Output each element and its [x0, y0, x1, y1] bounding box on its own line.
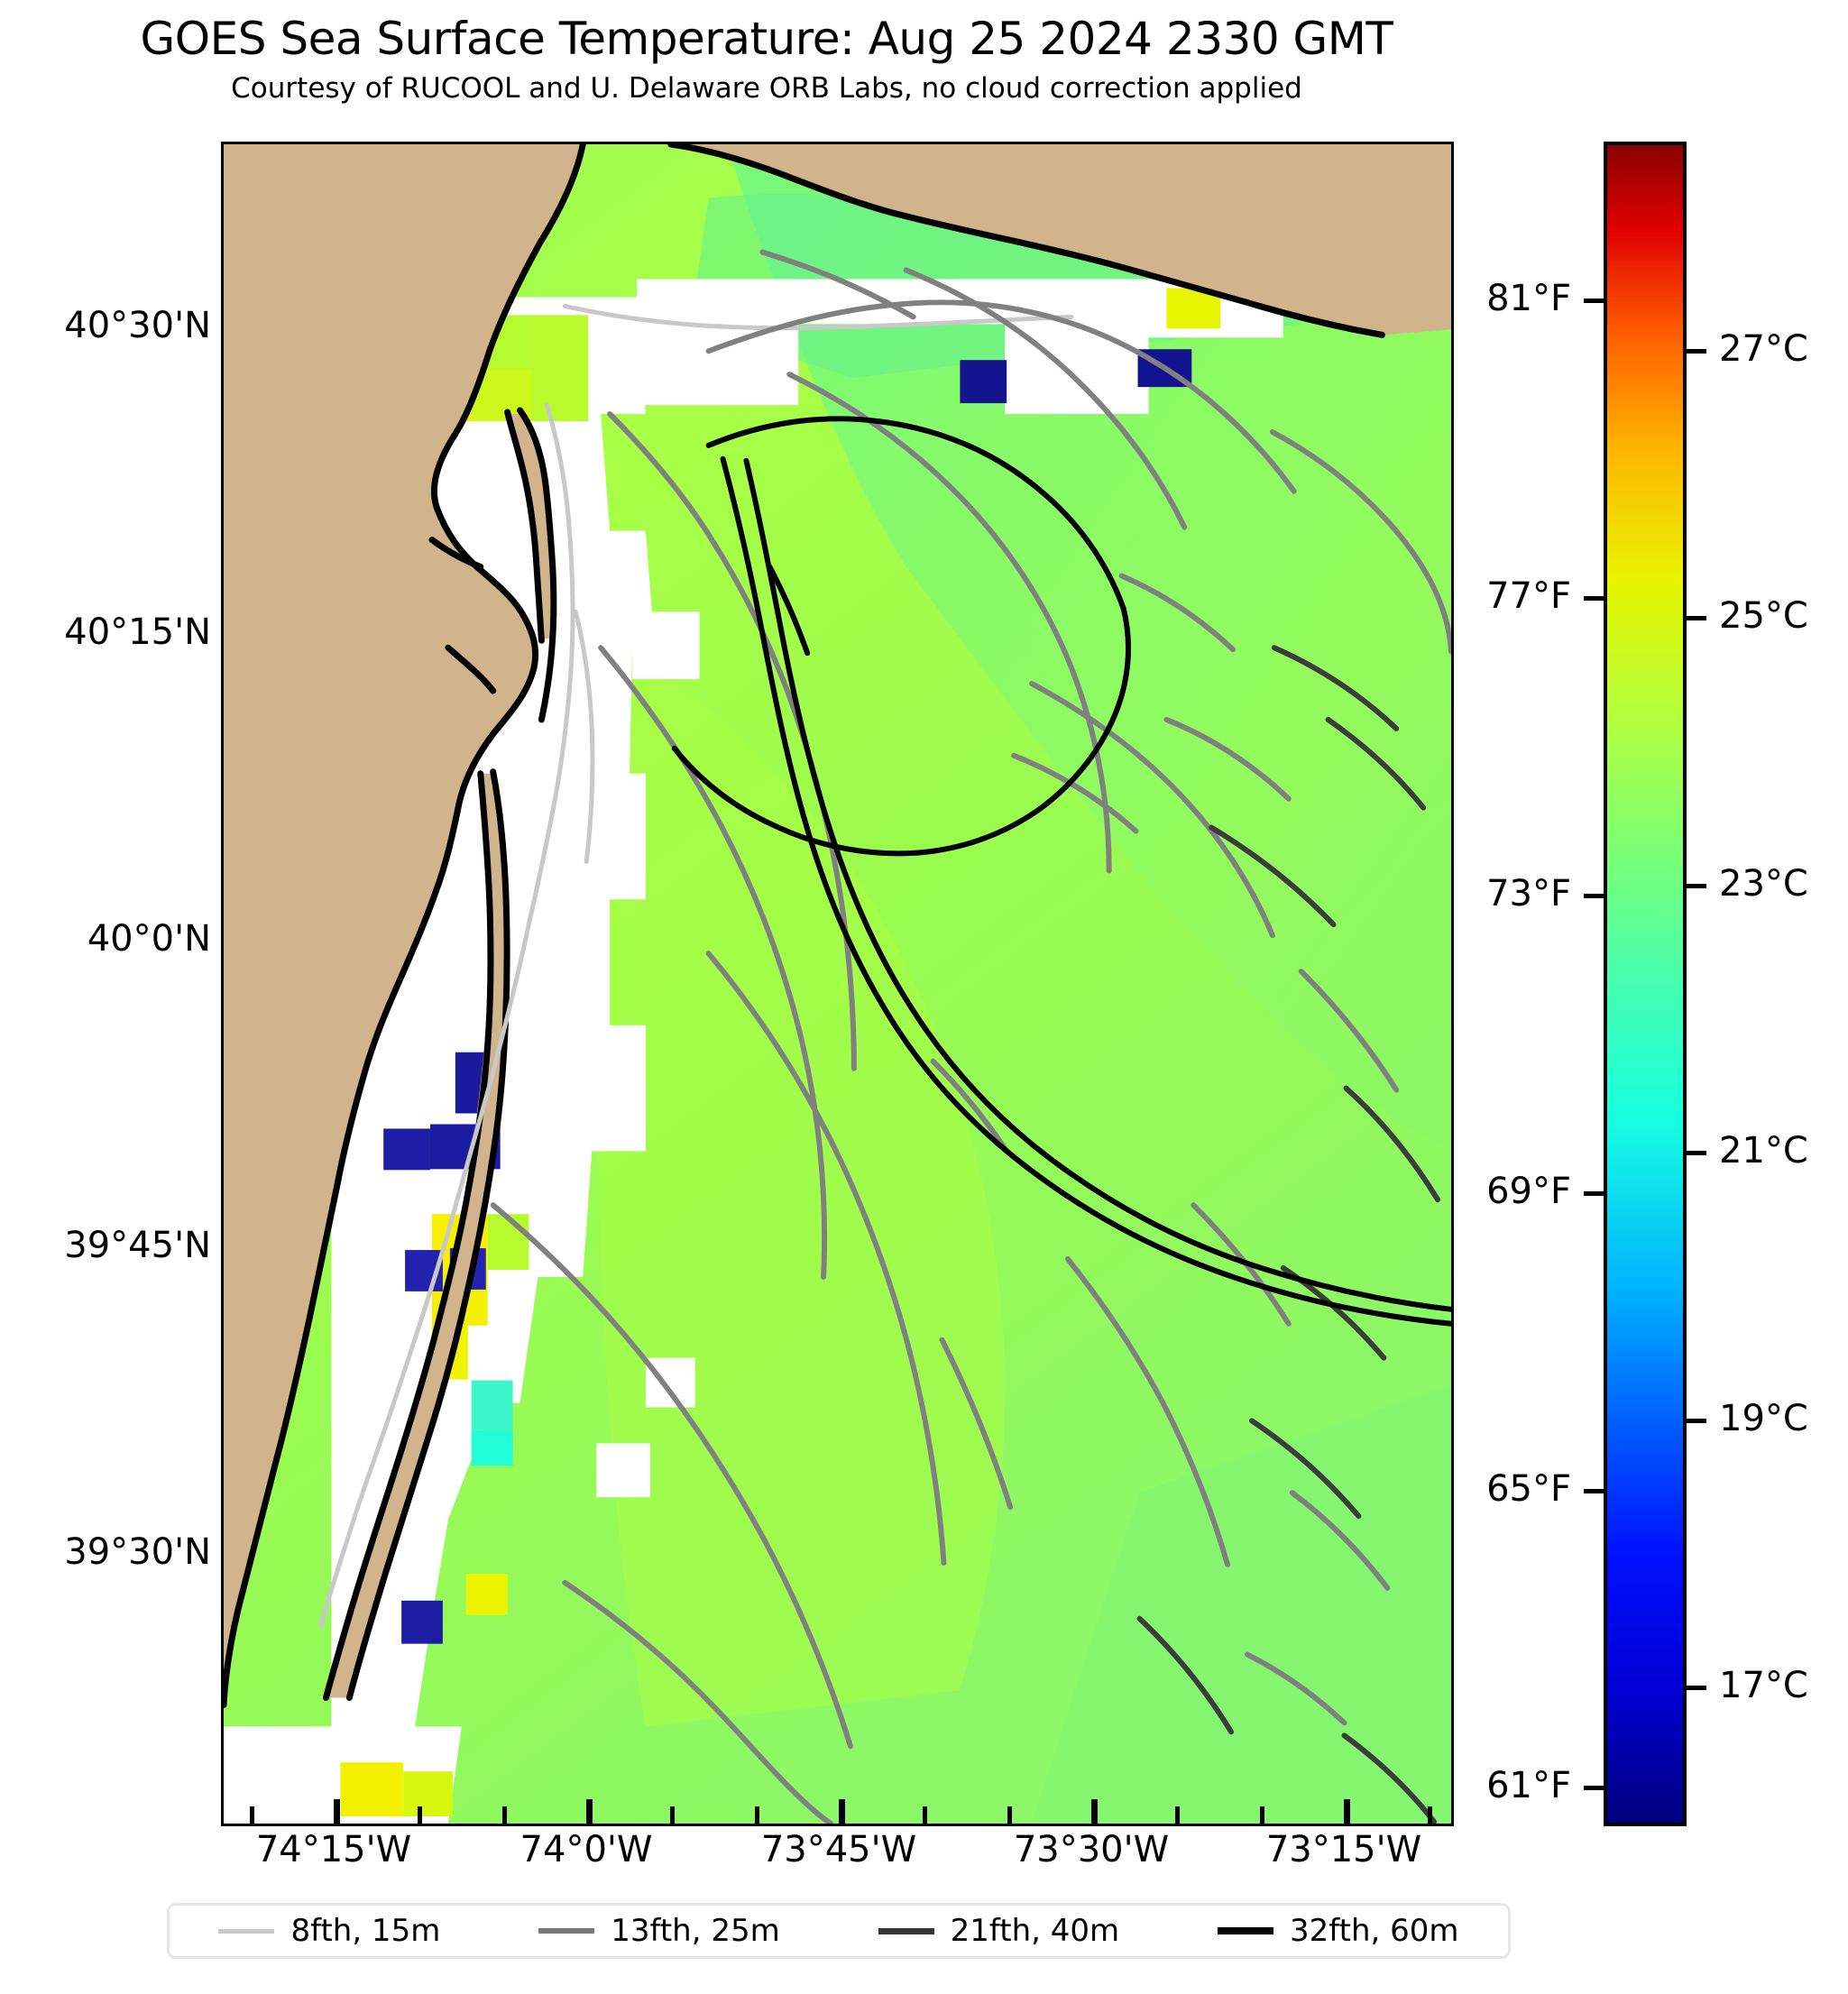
chart-title-block: GOES Sea Surface Temperature: Aug 25 202… [0, 0, 1533, 105]
legend-swatch-32fth [1218, 1927, 1274, 1934]
colorbar-tick-61F [1584, 1786, 1604, 1790]
x-axis-label-74-0-W: 74°0'W [519, 1829, 653, 1870]
x-tick-bottom-minor [502, 1806, 507, 1824]
y-tick-minor [221, 1094, 222, 1098]
y-tick-major [221, 1247, 222, 1254]
colorbar-label-19C: 19°C [1719, 1398, 1808, 1439]
legend-swatch-13fth [538, 1928, 595, 1934]
colorbar-label-27C: 27°C [1719, 328, 1808, 370]
x-tick-bottom-minor [418, 1806, 422, 1824]
colorbar-tick-81F [1584, 299, 1604, 303]
colorbar-tick-21C [1687, 1151, 1706, 1155]
colorbar-label-25C: 25°C [1719, 595, 1808, 637]
legend-swatch-8fth [218, 1928, 275, 1934]
colorbar-label-61F: 61°F [1486, 1765, 1571, 1806]
colorbar-label-21C: 21°C [1719, 1130, 1808, 1172]
colorbar-tick-19C [1687, 1419, 1706, 1423]
temperature-colorbar[interactable]: 27°C 25°C 23°C 21°C 19°C 17°C 81°F 77°F … [1486, 142, 1808, 1826]
legend-label-8fth: 8fth, 15m [290, 1913, 441, 1949]
colorbar-label-77F: 77°F [1486, 575, 1571, 617]
legend-item-8fth[interactable]: 8fth, 15m [218, 1913, 440, 1949]
y-axis-label-40-30-N: 40°30'N [64, 305, 211, 346]
colorbar-tick-69F [1584, 1191, 1604, 1196]
legend-label-32fth: 32fth, 60m [1290, 1913, 1459, 1949]
x-tick-bottom-minor [755, 1806, 759, 1824]
x-tick-bottom-major [334, 1799, 340, 1824]
y-tick-major [221, 941, 222, 947]
colorbar-tick-23C [1687, 884, 1706, 888]
x-tick-bottom-major [839, 1799, 845, 1824]
x-tick-bottom-minor [923, 1806, 927, 1824]
sst-map-canvas [224, 144, 1451, 1824]
colorbar-label-17C: 17°C [1719, 1665, 1808, 1706]
x-axis-label-73-30-W: 73°30'W [1013, 1829, 1170, 1870]
x-tick-bottom-minor [1260, 1806, 1264, 1824]
y-axis-label-40-15-N: 40°15'N [64, 611, 211, 653]
legend-label-21fth: 21fth, 40m [950, 1913, 1120, 1949]
colorbar-tick-25C [1687, 616, 1706, 620]
x-tick-bottom-minor [250, 1806, 254, 1824]
x-tick-bottom-major [586, 1799, 593, 1824]
y-axis-label-39-30-N: 39°30'N [64, 1531, 211, 1573]
colorbar-gradient [1604, 142, 1687, 1826]
x-axis-label-73-15-W: 73°15'W [1265, 1829, 1422, 1870]
y-tick-major [221, 634, 222, 640]
colorbar-tick-17C [1687, 1686, 1706, 1690]
colorbar-label-69F: 69°F [1486, 1171, 1571, 1212]
y-axis-label-40-0-N: 40°0'N [87, 918, 211, 960]
legend-item-21fth[interactable]: 21fth, 40m [878, 1913, 1120, 1949]
legend-item-13fth[interactable]: 13fth, 25m [538, 1913, 780, 1949]
y-tick-minor [221, 481, 222, 485]
x-axis-label-73-45-W: 73°45'W [760, 1829, 917, 1870]
x-tick-bottom-major [1091, 1799, 1098, 1824]
colorbar-tick-77F [1584, 596, 1604, 601]
bathymetry-legend[interactable]: 8fth, 15m 13fth, 25m 21fth, 40m 32fth, 6… [167, 1903, 1511, 1959]
sst-map-plot-area[interactable] [221, 142, 1454, 1826]
x-axis-label-74-15-W: 74°15'W [255, 1829, 412, 1870]
legend-label-13fth: 13fth, 25m [611, 1913, 780, 1949]
y-tick-major [221, 1554, 222, 1560]
colorbar-label-23C: 23°C [1719, 863, 1808, 905]
colorbar-tick-65F [1584, 1489, 1604, 1493]
colorbar-label-81F: 81°F [1486, 278, 1571, 319]
y-tick-minor [221, 787, 222, 792]
x-tick-bottom-major [1344, 1799, 1350, 1824]
colorbar-tick-73F [1584, 894, 1604, 898]
y-axis-label-39-45-N: 39°45'N [64, 1225, 211, 1266]
legend-swatch-21fth [878, 1927, 934, 1934]
x-tick-bottom-minor [1007, 1806, 1012, 1824]
y-tick-minor [221, 1707, 222, 1712]
y-tick-major [221, 327, 222, 334]
x-tick-bottom-minor [1428, 1806, 1432, 1824]
y-tick-minor [221, 1401, 222, 1405]
colorbar-label-73F: 73°F [1486, 873, 1571, 914]
legend-item-32fth[interactable]: 32fth, 60m [1218, 1913, 1459, 1949]
page-title: GOES Sea Surface Temperature: Aug 25 202… [140, 13, 1393, 65]
x-tick-bottom-minor [1175, 1806, 1180, 1824]
colorbar-tick-27C [1687, 349, 1706, 354]
y-tick-minor [221, 174, 222, 179]
chart-subtitle: Courtesy of RUCOOL and U. Delaware ORB L… [231, 72, 1302, 105]
x-tick-bottom-minor [670, 1806, 675, 1824]
colorbar-label-65F: 65°F [1486, 1468, 1571, 1510]
